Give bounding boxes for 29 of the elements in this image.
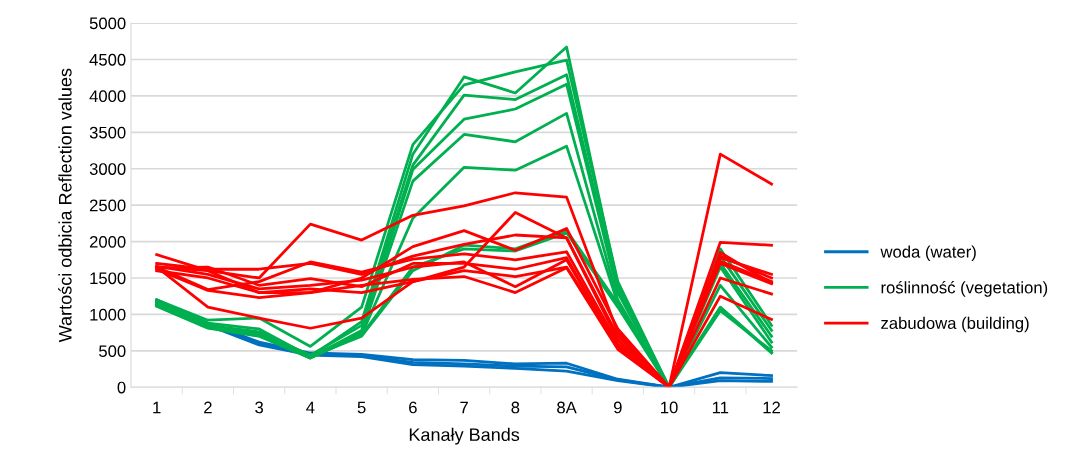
legend-label: roślinność (vegetation) [881, 281, 1048, 297]
y-tick-label: 2000 [89, 235, 126, 248]
y-tick-label: 3000 [89, 163, 126, 175]
y-tick-label: 0 [117, 381, 126, 394]
x-tick-label: 10 [661, 401, 678, 414]
y-tick-label: 3500 [89, 126, 126, 139]
y-tick-label: 4000 [89, 90, 126, 103]
x-axis-title: Kanały Bands [409, 427, 520, 445]
y-tick-label: 1000 [90, 308, 126, 321]
x-tick-label: 2 [204, 401, 212, 414]
x-tick-label: 12 [763, 401, 780, 414]
legend-label: woda (water) [880, 245, 976, 262]
y-tick-label: 2500 [89, 199, 126, 212]
x-tick-label: 8 [511, 401, 520, 414]
x-tick-label: 7 [460, 401, 468, 414]
x-tick-label: 4 [306, 401, 315, 414]
x-tick-label: 3 [255, 401, 264, 414]
y-axis-title: Wartości odbicia Reflection values [58, 68, 72, 343]
y-tick-label: 500 [99, 345, 126, 358]
x-tick-label: 11 [712, 401, 729, 414]
x-tick-label: 1 [153, 401, 161, 414]
x-tick-label: 5 [357, 401, 366, 414]
x-tick-label: 9 [613, 401, 622, 414]
y-tick-label: 5000 [89, 17, 126, 30]
x-tick-label: 6 [409, 401, 417, 414]
x-tick-label: 8A [557, 401, 577, 414]
legend-label: zabudowa (building) [881, 316, 1029, 333]
y-tick-label: 4500 [89, 53, 126, 66]
y-tick-label: 1500 [90, 272, 126, 285]
